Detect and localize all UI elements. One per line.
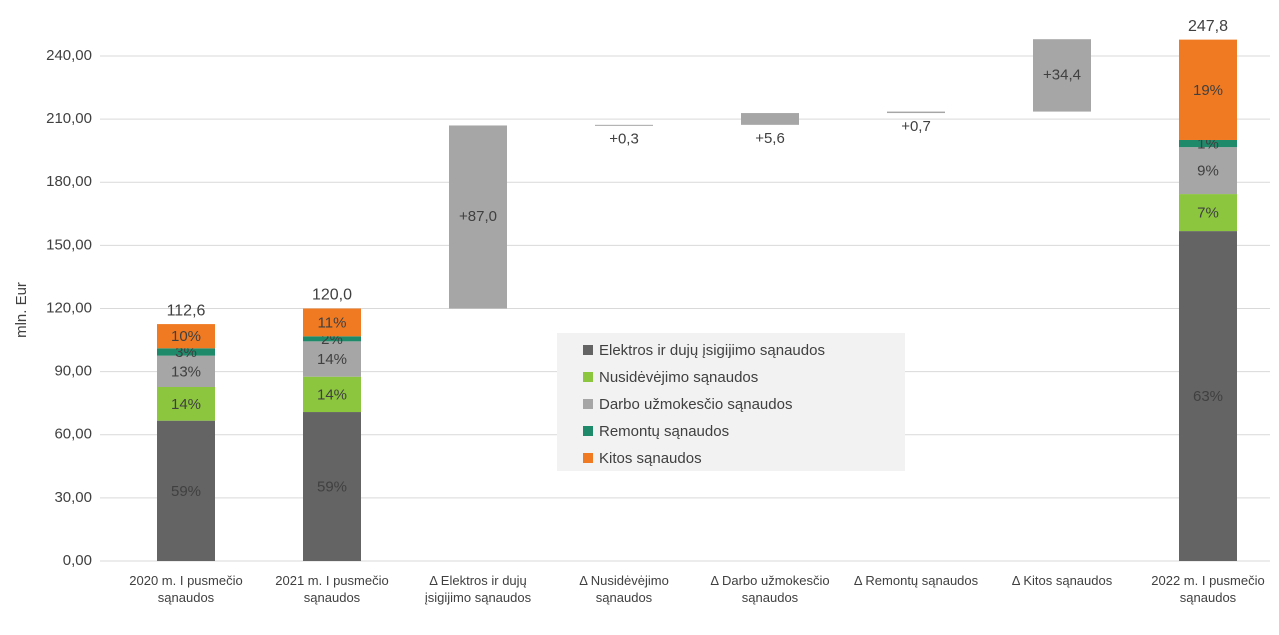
share-label: 59% [317, 478, 347, 495]
x-tick-label: Δ Elektros ir dujų įsigijimo sąnaudos [424, 573, 532, 605]
bar-segment [303, 341, 361, 377]
delta-bar [1033, 39, 1091, 112]
legend-box [557, 333, 905, 471]
delta-bar [741, 113, 799, 125]
legend-swatch [583, 399, 593, 409]
total-label: 112,6 [167, 302, 206, 319]
delta-bar [887, 111, 945, 114]
share-label: 14% [171, 396, 201, 413]
share-label: 13% [171, 363, 201, 380]
y-tick-label: 0,00 [63, 552, 92, 569]
legend-label: Remontų sąnaudos [599, 423, 729, 440]
legend-swatch [583, 345, 593, 355]
y-tick-label: 90,00 [54, 363, 92, 380]
delta-label: +34,4 [1043, 66, 1081, 83]
bar-segment [303, 412, 361, 561]
bar-segment [303, 308, 361, 337]
x-tick-label: Δ Darbo užmokesčio sąnaudos [710, 573, 830, 605]
delta-bar [449, 125, 507, 309]
legend-swatch [583, 426, 593, 436]
share-label: 10% [171, 328, 201, 345]
total-label: 247,8 [1188, 18, 1228, 35]
bar-segment [1179, 147, 1237, 195]
share-label: 63% [1193, 388, 1223, 405]
y-tick-label: 180,00 [46, 173, 92, 190]
x-tick-label: 2021 m. I pusmečio sąnaudos [275, 573, 389, 605]
y-tick-label: 60,00 [54, 426, 92, 443]
share-label: 9% [1197, 163, 1219, 180]
bar-segment [157, 348, 215, 356]
bar-segment [157, 324, 215, 349]
y-tick-label: 210,00 [46, 110, 92, 127]
x-tick-label: 2020 m. I pusmečio sąnaudos [129, 573, 243, 605]
share-label: 59% [171, 483, 201, 500]
share-label: 14% [317, 386, 347, 403]
x-tick-label: Δ Remontų sąnaudos [853, 573, 979, 588]
delta-label: +0,7 [901, 118, 931, 135]
y-tick-label: 120,00 [46, 299, 92, 316]
legend-swatch [583, 453, 593, 463]
delta-label: +0,3 [609, 130, 639, 147]
bar-segment [303, 336, 361, 342]
x-tick-label: Δ Kitos sąnaudos [1011, 573, 1113, 588]
x-tick-label: Δ Nusidėvėjimo sąnaudos [579, 573, 669, 605]
legend-label: Kitos sąnaudos [599, 450, 702, 467]
share-label: 19% [1193, 82, 1223, 99]
total-label: 120,0 [312, 287, 352, 304]
bar-segment [157, 355, 215, 387]
legend-label: Nusidėvėjimo sąnaudos [599, 369, 758, 386]
bar-segment [157, 386, 215, 421]
delta-bar [595, 124, 653, 126]
y-axis-label: mln. Eur [13, 282, 30, 338]
legend-label: Elektros ir dujų įsigijimo sąnaudos [599, 342, 825, 359]
share-label: 11% [318, 314, 347, 331]
bar-segment [1179, 39, 1237, 140]
legend-label: Darbo užmokesčio sąnaudos [599, 396, 792, 413]
bar-segment [157, 420, 215, 561]
share-label: 14% [317, 351, 347, 368]
share-label: 7% [1197, 205, 1219, 222]
bar-segment [1179, 231, 1237, 561]
legend-swatch [583, 372, 593, 382]
x-tick-label: 2022 m. I pusmečio sąnaudos [1151, 573, 1265, 605]
delta-label: +5,6 [755, 130, 785, 147]
y-tick-label: 240,00 [46, 47, 92, 64]
y-tick-label: 30,00 [54, 489, 92, 506]
delta-label: +87,0 [459, 208, 497, 225]
bar-segment [1179, 139, 1237, 148]
bar-segment [303, 376, 361, 413]
bar-segment [1179, 194, 1237, 232]
y-tick-label: 150,00 [46, 236, 92, 253]
